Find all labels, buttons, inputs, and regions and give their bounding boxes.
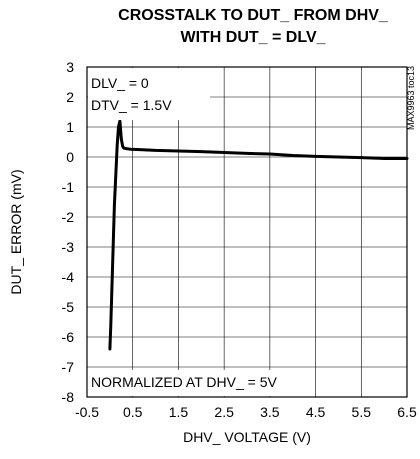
y-tick-label: -4 — [62, 269, 75, 285]
x-tick-label: 0.5 — [123, 404, 143, 420]
x-tick-label: 1.5 — [169, 404, 189, 420]
x-tick-label: 4.5 — [306, 404, 326, 420]
x-tick-label: -0.5 — [75, 404, 99, 420]
y-tick-label: 1 — [66, 119, 74, 135]
x-tick-label: 6.5 — [397, 404, 417, 420]
x-tick-labels: -0.5 0.5 1.5 2.5 3.5 4.5 5.5 6.5 — [75, 404, 417, 420]
y-tick-label: 3 — [66, 59, 74, 75]
chart-title-line-1: CROSSTALK TO DUT_ FROM DHV_ — [118, 7, 389, 24]
grid-lines — [87, 67, 407, 397]
y-tick-label: 2 — [66, 89, 74, 105]
plot-frame — [86, 66, 408, 398]
y-tick-label: -3 — [62, 239, 75, 255]
annotation-dlv: DLV_ = 0 — [91, 75, 149, 91]
y-tick-label: -6 — [62, 329, 75, 345]
chart-title-line-2: WITH DUT_ = DLV_ — [180, 29, 326, 46]
y-tick-labels: 3 2 1 0 -1 -2 -3 -4 -5 -6 -7 -8 — [62, 59, 75, 405]
series-line — [108, 119, 409, 351]
annotation-normalized: NORMALIZED AT DHV_ = 5V — [91, 374, 277, 390]
y-axis-label: DUT_ ERROR (mV) — [8, 169, 24, 294]
x-axis-label: DHV_ VOLTAGE (V) — [183, 429, 311, 445]
y-tick-label: 0 — [66, 149, 74, 165]
annotation-background-top — [88, 68, 210, 120]
y-tick-label: -5 — [62, 299, 75, 315]
y-tick-label: -2 — [62, 209, 75, 225]
y-tick-label: -7 — [62, 359, 75, 375]
annotation-background-bottom — [88, 370, 296, 396]
figure-id-label: MAX9963 toc13 — [406, 66, 416, 130]
y-tick-label: -1 — [62, 179, 75, 195]
y-tick-label: -8 — [62, 389, 75, 405]
annotation-dtv: DTV_ = 1.5V — [91, 97, 172, 113]
x-tick-label: 3.5 — [260, 404, 280, 420]
x-tick-label: 5.5 — [352, 404, 372, 420]
x-tick-label: 2.5 — [214, 404, 234, 420]
